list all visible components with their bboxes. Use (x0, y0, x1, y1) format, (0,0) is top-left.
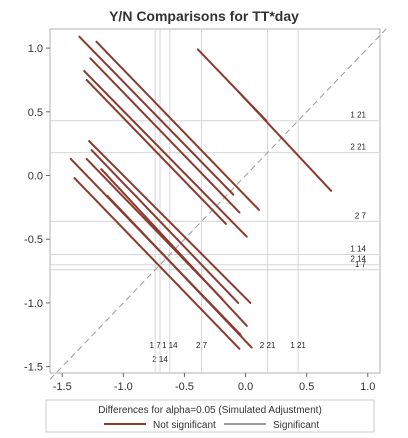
comparison-segment (73, 177, 241, 350)
x-tick-label: 0.5 (299, 381, 314, 393)
reference-label-right: 2 21 (350, 143, 366, 152)
reference-label-right: 2 7 (355, 211, 367, 220)
legend: Differences for alpha=0.05 (Simulated Ad… (45, 399, 375, 433)
reference-label-right: 1 14 (350, 245, 366, 254)
y-tick-label: 1.0 (28, 43, 43, 55)
reference-label-right: 2 14 (350, 255, 366, 264)
reference-label-bottom: 2 7 (196, 341, 208, 350)
comparison-segment (89, 57, 241, 214)
comparison-segment (78, 35, 235, 196)
reference-label-right: 1 7 (355, 260, 367, 269)
x-tick-label: -1.5 (53, 381, 72, 393)
y-tick-label: -1.5 (24, 362, 43, 374)
reference-label-bottom: 1 7 (150, 341, 162, 350)
plot-area: 1 211 212 212 212 72 71 141 142 142 141 … (24, 28, 387, 393)
chart-title: Y/N Comparisons for TT*day (109, 8, 299, 24)
y-tick-label: 0.5 (28, 107, 43, 119)
y-tick-label: 0.0 (28, 171, 43, 183)
x-tick-label: 1.0 (360, 381, 375, 393)
x-tick-label: 0.0 (238, 381, 253, 393)
comparison-segment (95, 40, 260, 211)
comparison-segment (90, 149, 240, 304)
reference-label-bottom: 2 21 (260, 341, 276, 350)
comparison-segment (83, 70, 248, 238)
x-tick-label: -1.0 (114, 381, 133, 393)
comparison-segment (106, 194, 253, 349)
reference-label-right: 1 21 (350, 111, 366, 120)
legend-label-not-significant: Not significant (153, 420, 216, 431)
legend-title: Differences for alpha=0.05 (Simulated Ad… (98, 405, 322, 416)
reference-label-bottom: 1 21 (290, 341, 306, 350)
x-tick-label: -0.5 (175, 381, 194, 393)
reference-label-bottom: 2 14 (152, 355, 168, 364)
reference-label-bottom: 1 14 (162, 341, 178, 350)
comparison-segment (88, 140, 252, 304)
plot-frame (49, 28, 381, 374)
y-tick-label: -1.0 (24, 298, 43, 310)
diagonal-reference-line (49, 28, 387, 380)
comparison-segment (85, 78, 227, 225)
comparison-segment (100, 168, 248, 327)
comparison-segment (237, 90, 333, 192)
y-tick-label: -0.5 (24, 234, 43, 246)
legend-label-significant: Significant (273, 420, 319, 431)
legend-box (45, 399, 375, 433)
